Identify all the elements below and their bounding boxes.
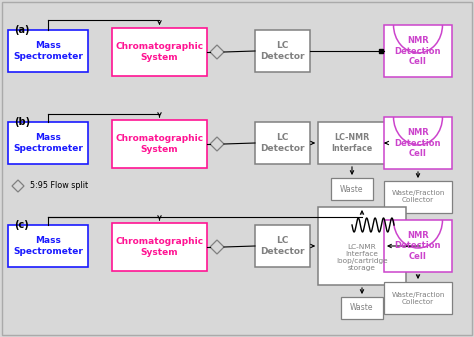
Text: (b): (b) xyxy=(14,117,30,127)
Text: LC
Detector: LC Detector xyxy=(260,41,305,61)
Text: Mass
Spectrometer: Mass Spectrometer xyxy=(13,133,83,153)
Text: LC-NMR
Interface: LC-NMR Interface xyxy=(331,133,373,153)
Text: LC-NMR
Interface
loop/cartridge
storage: LC-NMR Interface loop/cartridge storage xyxy=(336,244,388,271)
Text: Mass
Spectrometer: Mass Spectrometer xyxy=(13,236,83,256)
FancyBboxPatch shape xyxy=(112,28,207,76)
Text: Chromatographic
System: Chromatographic System xyxy=(116,134,203,154)
Text: 5:95 Flow split: 5:95 Flow split xyxy=(30,182,88,190)
FancyBboxPatch shape xyxy=(255,122,310,164)
FancyBboxPatch shape xyxy=(255,225,310,267)
FancyBboxPatch shape xyxy=(331,178,373,200)
Text: Chromatographic
System: Chromatographic System xyxy=(116,237,203,257)
FancyBboxPatch shape xyxy=(8,122,88,164)
FancyBboxPatch shape xyxy=(318,207,406,285)
FancyBboxPatch shape xyxy=(112,120,207,168)
Text: Waste: Waste xyxy=(340,184,364,193)
FancyBboxPatch shape xyxy=(384,117,452,169)
FancyBboxPatch shape xyxy=(255,30,310,72)
Text: NMR
Detection
Cell: NMR Detection Cell xyxy=(395,36,441,66)
Text: Waste/Fraction
Collector: Waste/Fraction Collector xyxy=(392,190,445,204)
FancyBboxPatch shape xyxy=(8,225,88,267)
FancyBboxPatch shape xyxy=(384,282,452,314)
Text: NMR
Detection
Cell: NMR Detection Cell xyxy=(395,231,441,261)
Text: NMR
Detection
Cell: NMR Detection Cell xyxy=(395,128,441,158)
Text: LC
Detector: LC Detector xyxy=(260,133,305,153)
FancyBboxPatch shape xyxy=(112,223,207,271)
Text: Waste/Fraction
Collector: Waste/Fraction Collector xyxy=(392,292,445,305)
FancyBboxPatch shape xyxy=(341,297,383,319)
Text: LC
Detector: LC Detector xyxy=(260,236,305,256)
Text: Mass
Spectrometer: Mass Spectrometer xyxy=(13,41,83,61)
FancyBboxPatch shape xyxy=(8,30,88,72)
FancyBboxPatch shape xyxy=(318,122,386,164)
Text: Chromatographic
System: Chromatographic System xyxy=(116,42,203,62)
Text: (c): (c) xyxy=(14,220,29,230)
Text: Waste: Waste xyxy=(350,304,374,312)
Text: (a): (a) xyxy=(14,25,29,35)
FancyBboxPatch shape xyxy=(384,220,452,272)
FancyBboxPatch shape xyxy=(384,25,452,77)
FancyBboxPatch shape xyxy=(384,181,452,213)
